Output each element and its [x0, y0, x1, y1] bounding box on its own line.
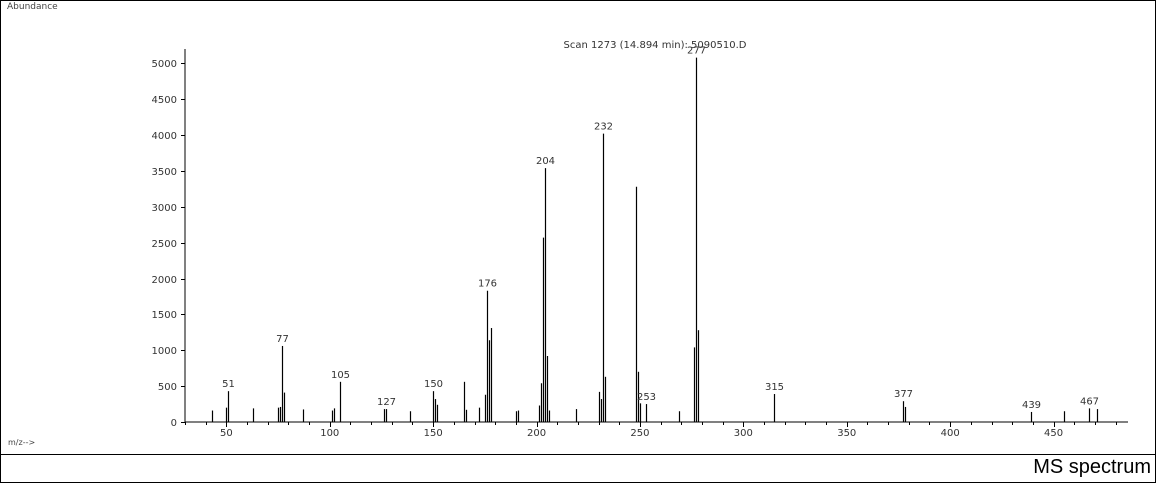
chart-title: Scan 1273 (14.894 min): 5090510.D — [564, 40, 747, 51]
peak-label: 439 — [1022, 400, 1041, 411]
x-tick-label: 400 — [941, 428, 960, 439]
y-tick-label: 1000 — [152, 346, 177, 357]
y-tick-label: 5000 — [152, 59, 177, 70]
x-tick-label: 100 — [320, 428, 339, 439]
y-tick-label: 500 — [158, 382, 177, 393]
x-tick-label: 300 — [734, 428, 753, 439]
y-tick-label: 2500 — [152, 239, 177, 250]
peak-label: 127 — [377, 397, 396, 408]
y-tick-label: 1500 — [152, 310, 177, 321]
y-tick-label: 3500 — [152, 167, 177, 178]
x-tick-label: 50 — [220, 428, 233, 439]
peak-label: 232 — [594, 122, 613, 133]
chart-axes: 0 500 1000 1500 2000 2500 3000 3500 4000 4500 5000… — [152, 49, 1128, 439]
x-tick-label: 200 — [527, 428, 546, 439]
x-tick-label: 250 — [630, 428, 649, 439]
peak-labels: 51 77 105 127 150 176 204 232 253 277 315 377 439 467 — [222, 46, 1099, 411]
peak-label: 253 — [637, 392, 656, 403]
y-tick-label: 0 — [171, 418, 177, 429]
x-tick-label: 350 — [837, 428, 856, 439]
peak-label: 150 — [424, 379, 443, 390]
peak-label: 77 — [276, 334, 289, 345]
x-tick-label: 150 — [424, 428, 443, 439]
figure-caption: MS spectrum — [1033, 456, 1151, 478]
y-tick-label: 3000 — [152, 203, 177, 214]
y-tick-label: 4000 — [152, 131, 177, 142]
peak-bars — [211, 57, 1099, 422]
peak-label: 204 — [536, 156, 555, 167]
x-tick-label: 450 — [1044, 428, 1063, 439]
peak-label: 467 — [1080, 396, 1099, 407]
plot-panel: Abundance m/z--> Scan 1273 (14.894 min):… — [1, 1, 1155, 455]
peak-label: 277 — [687, 46, 706, 57]
peak-label: 51 — [222, 379, 235, 390]
x-axis-label: m/z--> — [8, 438, 36, 447]
peak-label: 315 — [765, 382, 784, 393]
mass-spectrum-chart: Scan 1273 (14.894 min): 5090510.D 0 500 10… — [152, 40, 1128, 439]
y-tick-label: 2000 — [152, 275, 177, 286]
y-axis-label: Abundance — [7, 2, 58, 12]
peak-label: 176 — [478, 279, 497, 290]
peak-label: 377 — [894, 389, 913, 400]
peak-label: 105 — [331, 370, 350, 381]
y-tick-label: 4500 — [152, 95, 177, 106]
